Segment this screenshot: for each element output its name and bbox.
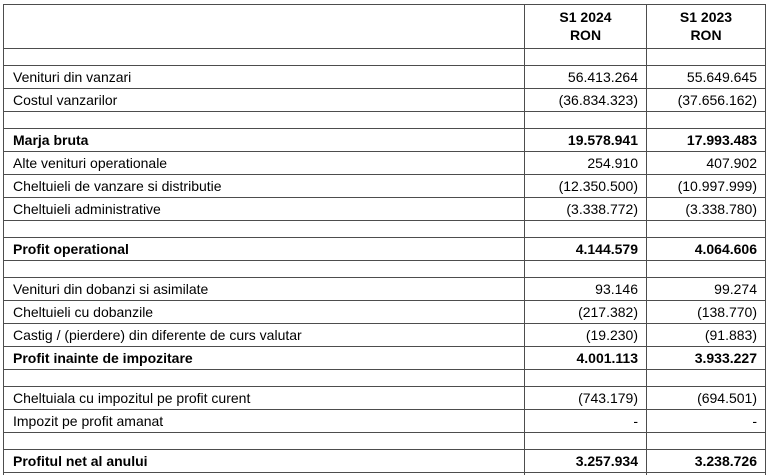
income-statement-table: S1 2024 RON S1 2023 RON Venituri din van… xyxy=(3,4,766,475)
value-cell-s1-2024 xyxy=(524,369,647,387)
header-column-s1-2023: S1 2023 RON xyxy=(646,4,766,49)
row-label-cell: Profit inainte de impozitare xyxy=(3,346,525,370)
row-label-cell: Venituri din dobanzi si asimilate xyxy=(3,277,525,301)
value-cell-s1-2024 xyxy=(524,48,647,66)
table-row: Costul vanzarilor (36.834.323) (37.656.162… xyxy=(3,88,766,112)
spacer-row xyxy=(3,432,766,450)
column-period-label: S1 2024 xyxy=(559,9,612,25)
column-currency-label: RON xyxy=(569,26,602,43)
header-empty-cell xyxy=(3,4,525,49)
table-row: Cheltuieli de vanzare si distributie (12.… xyxy=(3,174,766,198)
table-row: Cheltuieli cu dobanzile (217.382) (138.770… xyxy=(3,300,766,324)
row-label-cell: Castig / (pierdere) din diferente de cur… xyxy=(3,323,525,347)
table-row: Profit operational 4.144.579 4.064.606 xyxy=(3,237,766,261)
table-row: Cheltuieli administrative (3.338.772) (3.3… xyxy=(3,197,766,221)
value-cell-s1-2024: (19.230) xyxy=(524,323,647,347)
value-cell-s1-2023: 3.933.227 xyxy=(646,346,766,370)
value-cell-s1-2023: (91.883) xyxy=(646,323,766,347)
table-row: Venituri din vanzari 56.413.264 55.649.645 xyxy=(3,65,766,89)
value-cell-s1-2024: 56.413.264 xyxy=(524,65,647,89)
value-cell-s1-2024: 4.144.579 xyxy=(524,237,647,261)
table-body: Venituri din vanzari 56.413.264 55.649.645… xyxy=(3,48,766,475)
value-cell-s1-2023: 407.902 xyxy=(646,151,766,175)
table-row: Profitul net al anului 3.257.934 3.238.726 xyxy=(3,449,766,473)
row-label-cell xyxy=(3,48,525,66)
row-label-cell xyxy=(3,260,525,278)
table-row: Marja bruta 19.578.941 17.993.483 xyxy=(3,128,766,152)
value-cell-s1-2024 xyxy=(524,260,647,278)
value-cell-s1-2024: (217.382) xyxy=(524,300,647,324)
column-currency-label: RON xyxy=(690,26,722,43)
spacer-row xyxy=(3,260,766,278)
row-label-cell: Marja bruta xyxy=(3,128,525,152)
table-row: Cheltuiala cu impozitul pe profit curent… xyxy=(3,386,766,410)
row-label-cell xyxy=(3,432,525,450)
value-cell-s1-2024: 19.578.941 xyxy=(524,128,647,152)
value-cell-s1-2024 xyxy=(524,111,647,129)
value-cell-s1-2023 xyxy=(646,48,766,66)
row-label-cell xyxy=(3,220,525,238)
value-cell-s1-2023: (694.501) xyxy=(646,386,766,410)
value-cell-s1-2024: - xyxy=(524,409,647,433)
row-label-cell: Alte venituri operationale xyxy=(3,151,525,175)
value-cell-s1-2023: 4.064.606 xyxy=(646,237,766,261)
row-label-cell: Cheltuieli cu dobanzile xyxy=(3,300,525,324)
row-label-cell: Profitul net al anului xyxy=(3,449,525,473)
spacer-row xyxy=(3,48,766,66)
column-period-label: S1 2023 xyxy=(679,9,733,25)
header-column-s1-2024: S1 2024 RON xyxy=(524,4,647,49)
value-cell-s1-2023 xyxy=(646,472,766,475)
row-label-cell xyxy=(3,369,525,387)
table-row: Impozit pe profit amanat - - xyxy=(3,409,766,433)
table-row: Alte venituri operationale 254.910 407.902 xyxy=(3,151,766,175)
value-cell-s1-2023 xyxy=(646,432,766,450)
value-cell-s1-2024: 3.257.934 xyxy=(524,449,647,473)
value-cell-s1-2023 xyxy=(646,111,766,129)
value-cell-s1-2023 xyxy=(646,220,766,238)
value-cell-s1-2024: (3.338.772) xyxy=(524,197,647,221)
table-row: Venituri din dobanzi si asimilate 93.146 9… xyxy=(3,277,766,301)
row-label-cell: Cheltuieli de vanzare si distributie xyxy=(3,174,525,198)
value-cell-s1-2024: 93.146 xyxy=(524,277,647,301)
value-cell-s1-2023: 55.649.645 xyxy=(646,65,766,89)
table-row: Profit inainte de impozitare 4.001.113 3.9… xyxy=(3,346,766,370)
row-label-cell: Profit operational xyxy=(3,237,525,261)
value-cell-s1-2023: (3.338.780) xyxy=(646,197,766,221)
value-cell-s1-2024: 4.001.113 xyxy=(524,346,647,370)
value-cell-s1-2023: (37.656.162) xyxy=(646,88,766,112)
row-label-cell: Impozit pe profit amanat xyxy=(3,409,525,433)
row-label-cell: Cheltuiala cu impozitul pe profit curent xyxy=(3,386,525,410)
value-cell-s1-2023: - xyxy=(646,409,766,433)
value-cell-s1-2024: 254.910 xyxy=(524,151,647,175)
row-label-cell: Venituri din vanzari xyxy=(3,65,525,89)
spacer-row xyxy=(3,220,766,238)
value-cell-s1-2023: (138.770) xyxy=(646,300,766,324)
value-cell-s1-2023: 3.238.726 xyxy=(646,449,766,473)
table-row: Castig / (pierdere) din diferente de cur… xyxy=(3,323,766,347)
spacer-row xyxy=(3,369,766,387)
value-cell-s1-2023 xyxy=(646,369,766,387)
value-cell-s1-2024: (743.179) xyxy=(524,386,647,410)
value-cell-s1-2023: (10.997.999) xyxy=(646,174,766,198)
value-cell-s1-2024 xyxy=(524,432,647,450)
value-cell-s1-2023: 17.993.483 xyxy=(646,128,766,152)
header-row: S1 2024 RON S1 2023 RON xyxy=(3,4,766,49)
row-label-cell: Costul vanzarilor xyxy=(3,88,525,112)
value-cell-s1-2024 xyxy=(524,220,647,238)
value-cell-s1-2023 xyxy=(646,260,766,278)
spacer-row xyxy=(3,111,766,129)
row-label-cell: Cheltuieli administrative xyxy=(3,197,525,221)
spacer-row xyxy=(3,472,766,475)
row-label-cell xyxy=(3,111,525,129)
value-cell-s1-2024: (36.834.323) xyxy=(524,88,647,112)
value-cell-s1-2023: 99.274 xyxy=(646,277,766,301)
value-cell-s1-2024: (12.350.500) xyxy=(524,174,647,198)
